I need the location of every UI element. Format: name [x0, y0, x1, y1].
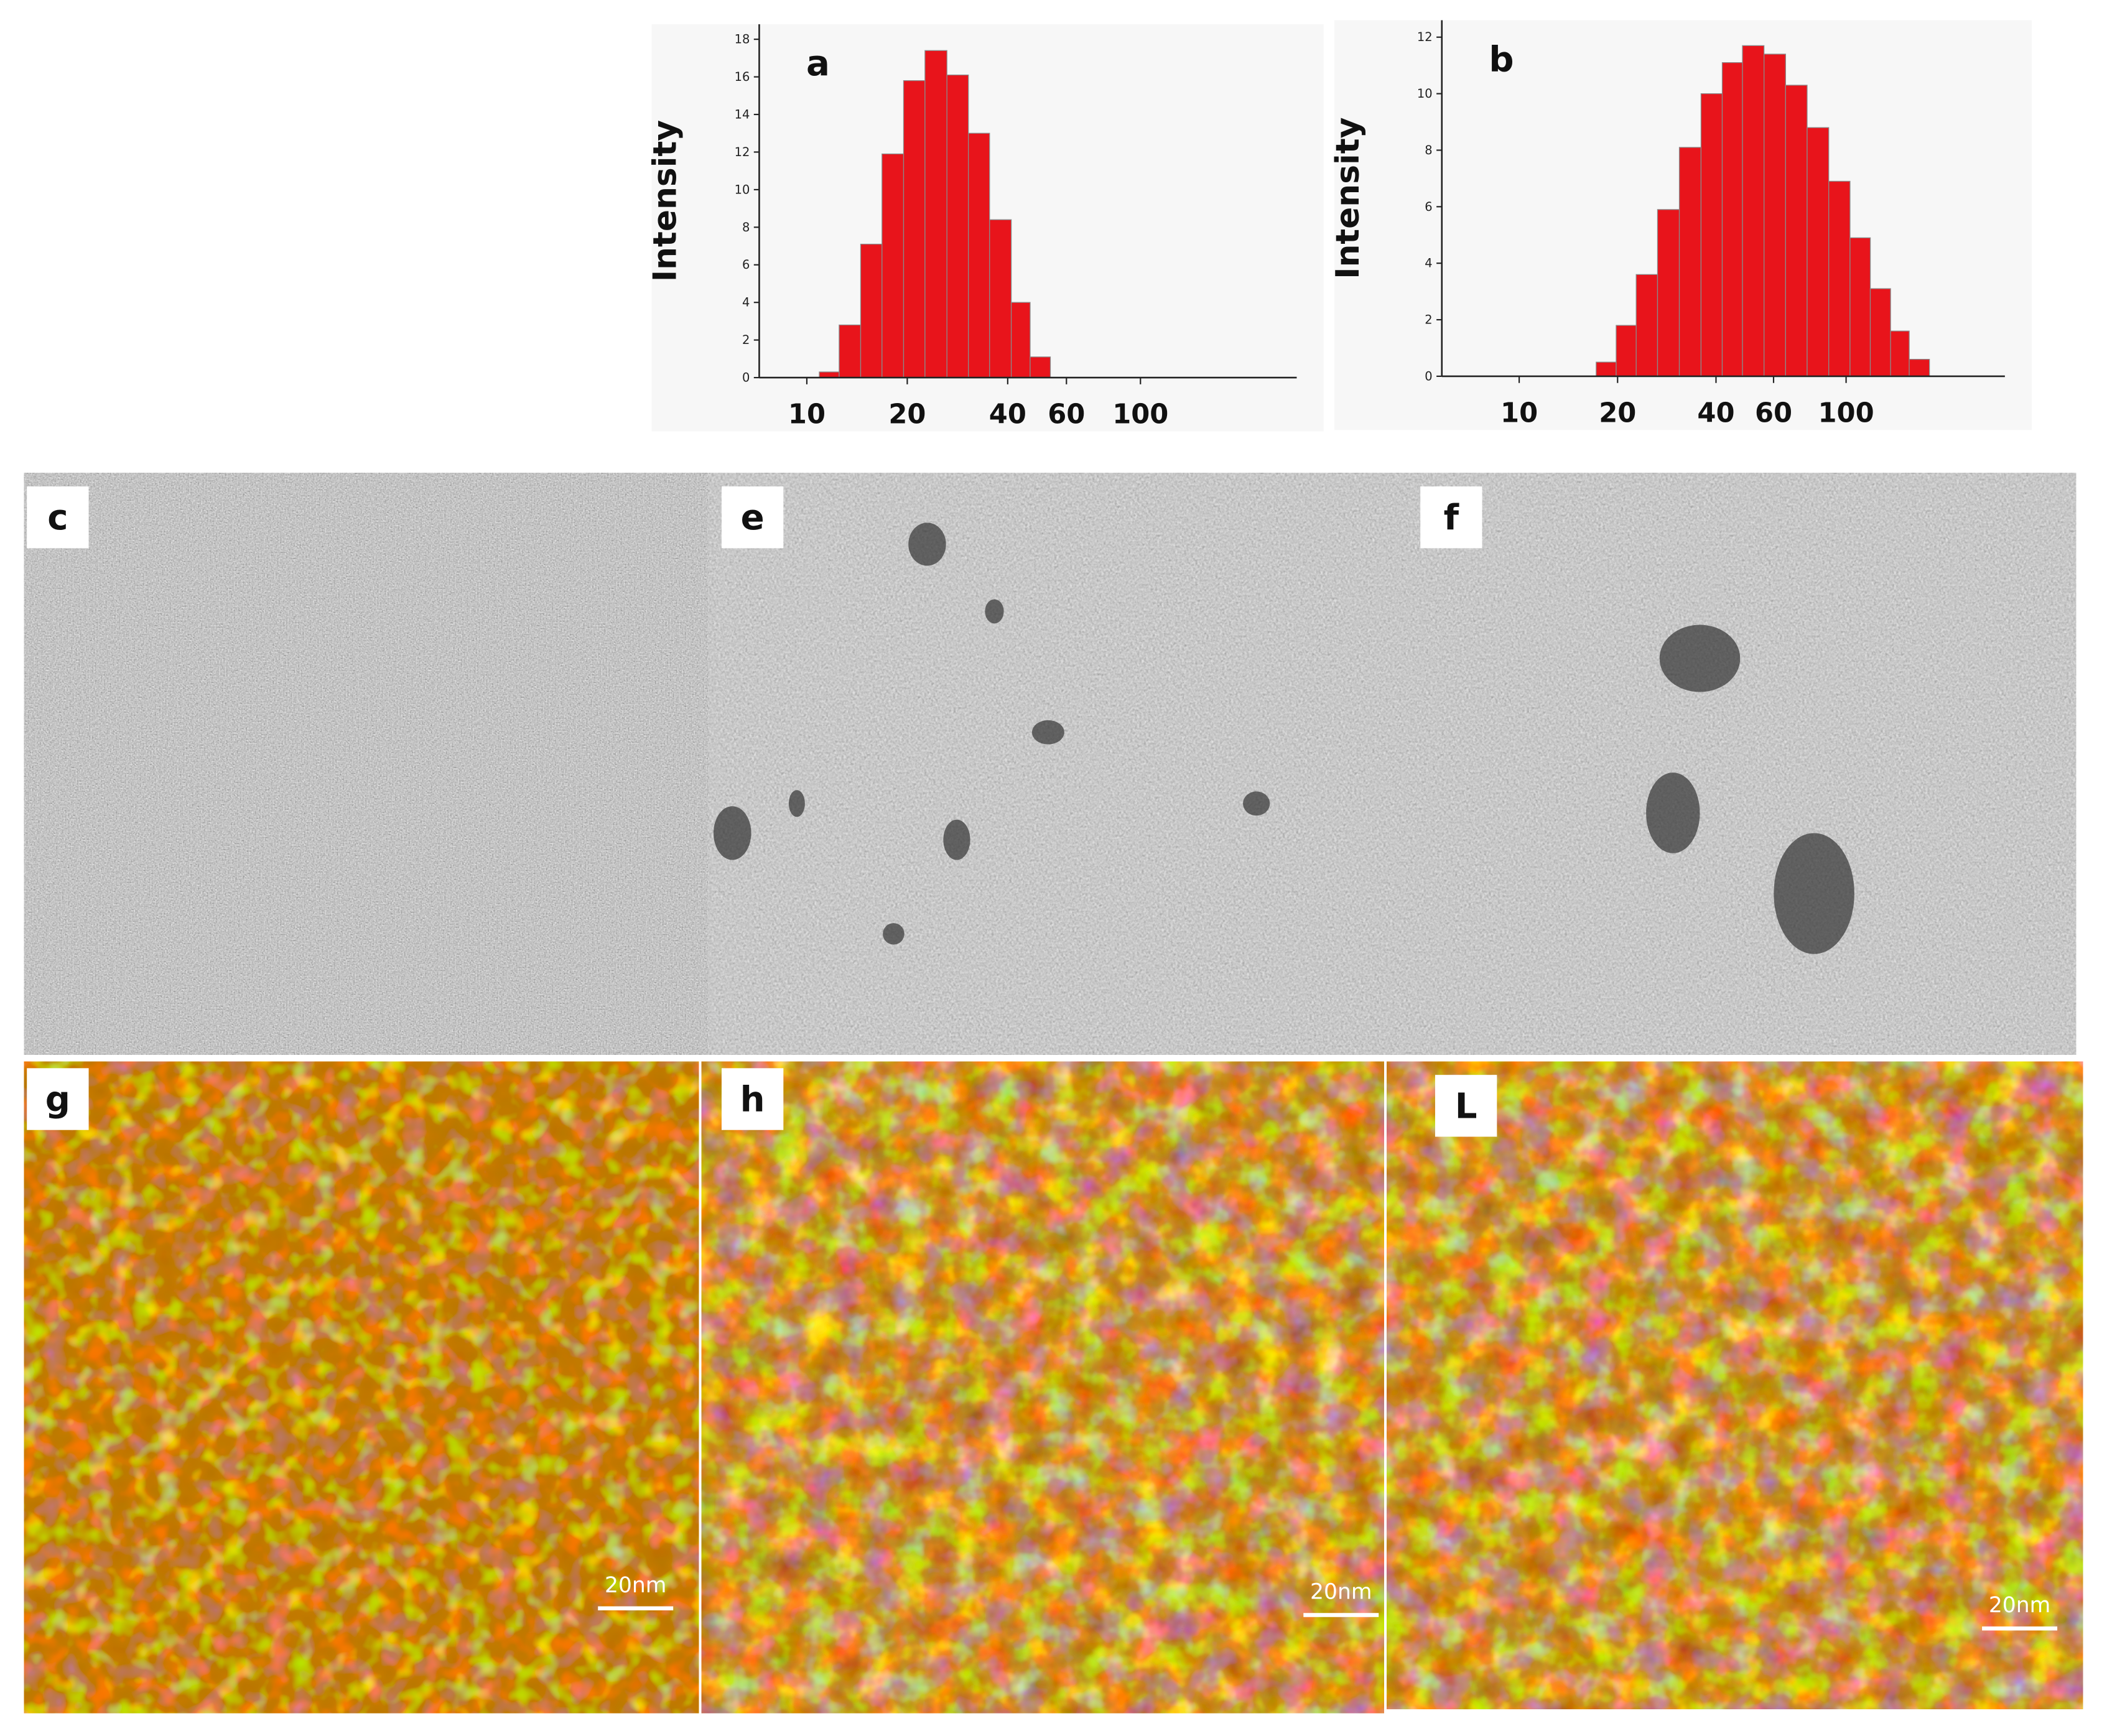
y-tick-label: 6	[742, 258, 750, 272]
bar	[1721, 62, 1743, 377]
scale-bar-label: 20nm	[1989, 1593, 2051, 1618]
bar	[1807, 127, 1830, 377]
label-box	[27, 1068, 89, 1130]
x-tick-label: 20	[1599, 397, 1636, 429]
y-tick-label: 14	[735, 107, 750, 121]
bar	[1678, 147, 1702, 377]
y-tick-label: 18	[735, 32, 750, 47]
y-tick-label: 4	[742, 295, 750, 310]
afm-image	[701, 1061, 1384, 1714]
label-box	[27, 486, 89, 549]
y-tick-label: 12	[735, 145, 750, 159]
x-tick-label: 40	[989, 399, 1026, 430]
bar	[1596, 361, 1617, 377]
bar	[860, 243, 883, 378]
panel-label: h	[740, 1079, 765, 1120]
label-box	[721, 1068, 784, 1130]
y-tick-label: 10	[735, 182, 750, 197]
panel-label: c	[47, 498, 68, 538]
scale-bar-label: 20nm	[605, 1573, 667, 1598]
tem-image	[708, 473, 1391, 1055]
label-box	[721, 486, 784, 549]
y-tick-label: 2	[1425, 313, 1432, 327]
bar	[839, 324, 862, 378]
x-tick-label: 10	[788, 399, 826, 430]
afm-image	[24, 1061, 699, 1714]
x-tick-label: 10	[1500, 397, 1538, 429]
x-tick-label: 20	[888, 399, 926, 430]
y-axis-label: Intensity	[1329, 118, 1367, 279]
bar	[1764, 53, 1786, 377]
bar	[968, 132, 990, 378]
bar	[924, 50, 947, 378]
y-tick-label: 8	[1425, 143, 1432, 157]
x-tick-label: 100	[1112, 399, 1168, 430]
y-tick-label: 0	[1425, 369, 1432, 383]
x-tick-label: 100	[1818, 397, 1874, 429]
bar	[946, 74, 969, 378]
y-tick-label: 6	[1425, 200, 1432, 214]
bar	[1742, 45, 1765, 377]
bar	[1616, 325, 1637, 377]
bar	[881, 153, 905, 378]
panel-label: e	[741, 498, 765, 538]
y-tick-label: 10	[1417, 86, 1433, 101]
y-tick-label: 0	[742, 371, 750, 385]
afm-image	[1387, 1061, 2083, 1709]
bar	[1010, 302, 1031, 378]
panel-label: f	[1444, 498, 1459, 538]
label-box	[1420, 486, 1482, 549]
particles	[714, 522, 1854, 954]
bar	[819, 371, 840, 378]
bar	[903, 80, 926, 378]
bar	[1635, 274, 1658, 377]
panel-label: a	[806, 44, 830, 84]
y-axis-label: Intensity	[647, 120, 684, 282]
bar	[1890, 330, 1910, 377]
scale-bar-label: 20nm	[1310, 1580, 1372, 1605]
panel-label: g	[45, 1079, 70, 1120]
x-tick-label: 60	[1048, 399, 1085, 430]
bar	[1828, 180, 1851, 377]
panel-label: L	[1455, 1086, 1477, 1126]
x-tick-label: 40	[1697, 397, 1734, 429]
tem-image	[1390, 473, 2077, 1055]
bar	[989, 219, 1012, 378]
y-tick-label: 8	[742, 220, 750, 234]
panel-label: b	[1489, 40, 1514, 80]
label-box	[1435, 1075, 1497, 1137]
bar	[1657, 209, 1680, 377]
y-tick-label: 16	[735, 70, 750, 84]
bar	[1849, 237, 1871, 377]
bar	[1909, 359, 1930, 377]
tem-image	[24, 473, 709, 1055]
bar	[1030, 356, 1051, 378]
x-tick-label: 60	[1755, 397, 1792, 429]
y-tick-label: 4	[1425, 256, 1432, 271]
y-tick-label: 12	[1417, 30, 1433, 44]
bar	[1700, 93, 1723, 377]
bar	[1785, 85, 1808, 377]
y-tick-label: 2	[742, 333, 750, 347]
bar	[1869, 288, 1891, 377]
